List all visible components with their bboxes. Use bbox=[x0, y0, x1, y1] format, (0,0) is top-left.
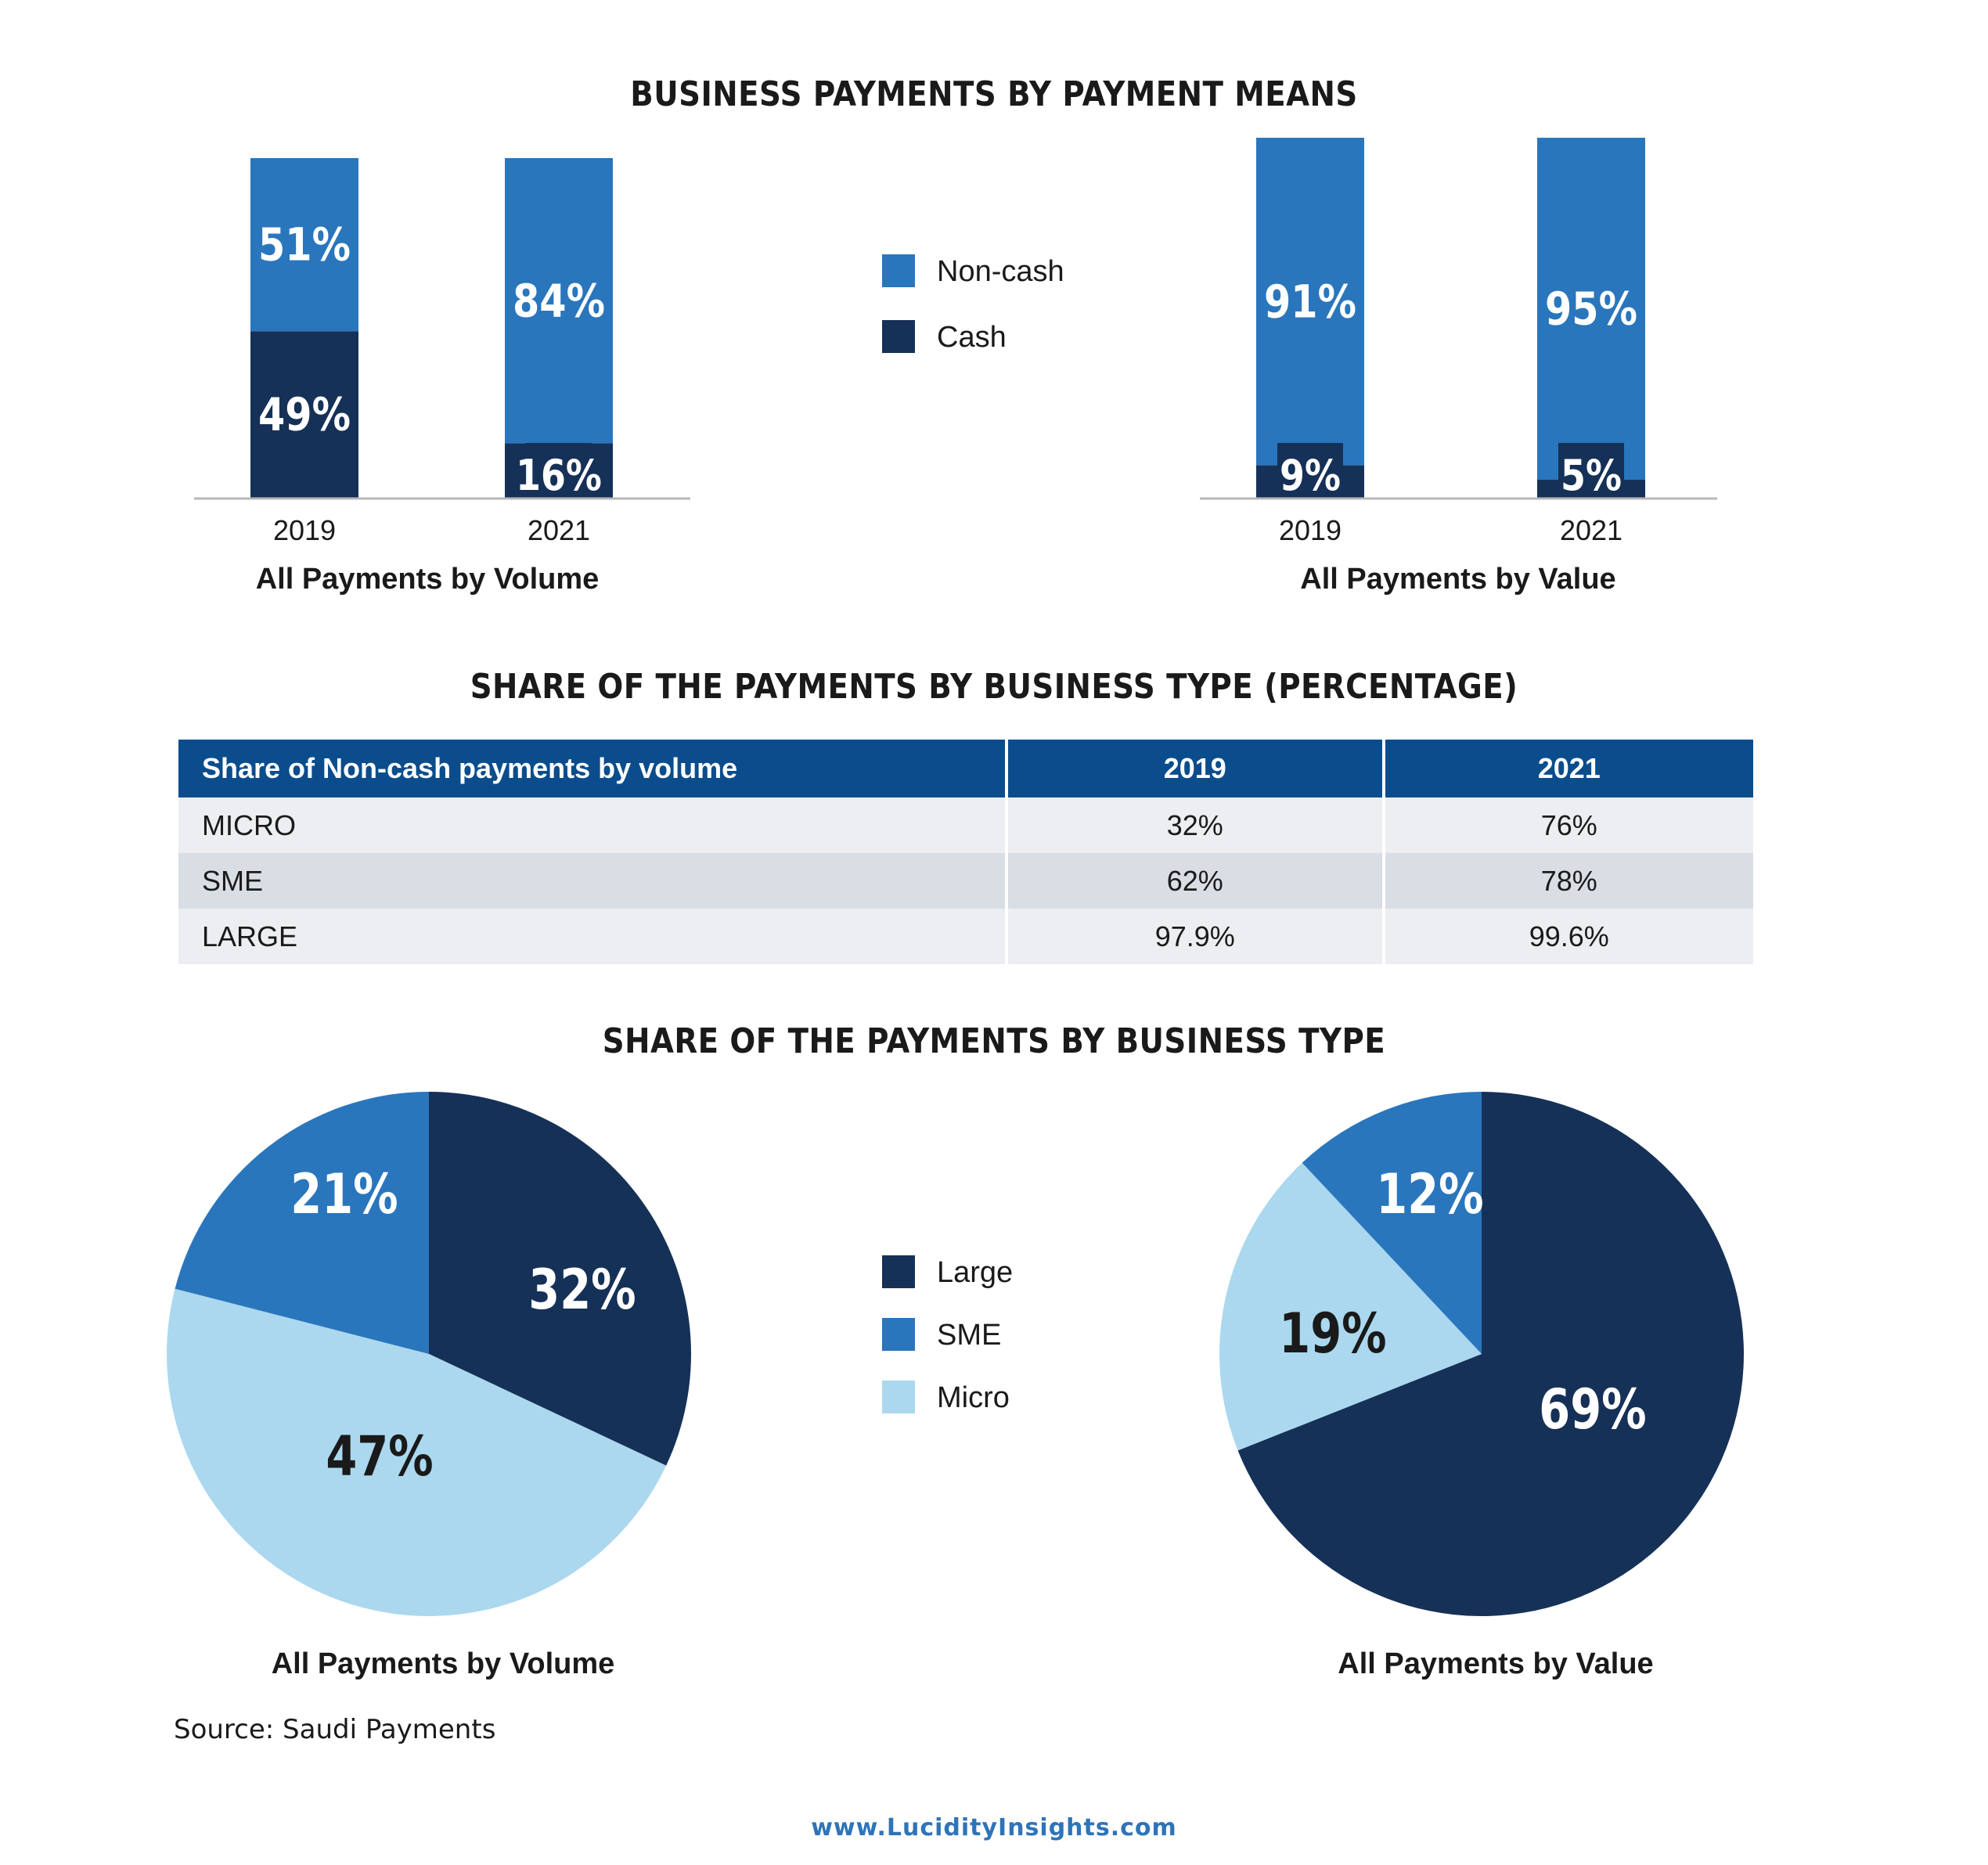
bar-label-tab-2019 bbox=[1277, 443, 1343, 498]
table-cell-2019: 32% bbox=[1007, 797, 1385, 853]
bar-noncash-2019 bbox=[1256, 138, 1364, 466]
table-cell-type: SME bbox=[178, 853, 1008, 909]
pie-slice-sme bbox=[175, 1091, 429, 1354]
x-tick-label-2019: 2019 bbox=[1279, 514, 1342, 546]
bar-chart-caption: All Payments by Value bbox=[1300, 563, 1615, 596]
table-cell-2019: 97.9% bbox=[1007, 909, 1385, 964]
business-type-table: Share of Non-cash payments by volume 201… bbox=[178, 740, 1753, 964]
footer-url[interactable]: www.LucidityInsights.com bbox=[811, 1814, 1177, 1842]
bar-label-noncash-2019: 51% bbox=[258, 218, 351, 272]
table-cell-2021: 99.6% bbox=[1383, 909, 1753, 964]
pie-label-large: 69% bbox=[1539, 1379, 1646, 1442]
table-cell-2021: 78% bbox=[1383, 853, 1753, 909]
pie-slice-micro bbox=[166, 1288, 667, 1617]
table-cell-2021: 76% bbox=[1383, 797, 1753, 853]
x-tick-label-2021: 2021 bbox=[528, 514, 590, 546]
bar-label-tab-2021 bbox=[1558, 443, 1624, 498]
legend-label-non-cash: Non-cash bbox=[937, 255, 1064, 288]
bar-cash-2019 bbox=[250, 331, 358, 498]
pie-label-micro: 19% bbox=[1279, 1303, 1386, 1366]
bar-label-cash-2019: 9% bbox=[1280, 450, 1341, 500]
bar-label-noncash-2021: 84% bbox=[513, 274, 605, 327]
bar-label-noncash-2019: 91% bbox=[1264, 275, 1356, 328]
table-header-label: Share of Non-cash payments by volume bbox=[178, 740, 1008, 797]
bar-label-cash-2021: 16% bbox=[516, 450, 602, 500]
pie-heading: SHARE OF THE PAYMENTS BY BUSINESS TYPE bbox=[602, 1021, 1386, 1061]
table-cell-2019: 62% bbox=[1007, 853, 1385, 909]
table-header-2019: 2019 bbox=[1007, 740, 1385, 797]
table-row: LARGE 97.9% 99.6% bbox=[178, 909, 1753, 964]
bar-label-noncash-2021: 95% bbox=[1545, 283, 1637, 336]
x-tick-label-2021: 2021 bbox=[1560, 514, 1622, 546]
pie-slice-sme bbox=[1302, 1092, 1482, 1354]
legend-label-micro: Micro bbox=[937, 1381, 1010, 1414]
bar-label-cash-2021: 5% bbox=[1561, 450, 1622, 500]
pie-chart-caption: All Payments by Value bbox=[1338, 1647, 1653, 1680]
pie-label-large: 32% bbox=[528, 1259, 636, 1323]
pie-slice-large bbox=[429, 1092, 692, 1466]
table-row: SME 62% 78% bbox=[178, 853, 1753, 909]
legend-swatch-non-cash bbox=[882, 254, 915, 287]
pie-label-sme: 12% bbox=[1376, 1164, 1483, 1227]
pie-label-sme: 21% bbox=[290, 1164, 398, 1227]
pie-slice-micro bbox=[1219, 1162, 1482, 1451]
legend-label-cash: Cash bbox=[937, 321, 1007, 354]
legend-label-sme: SME bbox=[937, 1319, 1001, 1352]
legend-swatch-cash bbox=[882, 320, 915, 353]
pie-chart-caption: All Payments by Volume bbox=[272, 1647, 615, 1680]
table-header-row: Share of Non-cash payments by volume 201… bbox=[178, 740, 1753, 797]
bar-noncash-2021 bbox=[505, 158, 613, 444]
payment-means-heading: BUSINESS PAYMENTS BY PAYMENT MEANS bbox=[630, 74, 1358, 114]
source-note: Source: Saudi Payments bbox=[174, 1714, 496, 1745]
legend-swatch-sme bbox=[882, 1318, 915, 1351]
bar-noncash-2021 bbox=[1537, 138, 1645, 480]
table-cell-type: MICRO bbox=[178, 797, 1008, 853]
table-cell-type: LARGE bbox=[178, 909, 1008, 964]
table-heading: SHARE OF THE PAYMENTS BY BUSINESS TYPE (… bbox=[470, 667, 1518, 707]
legend-swatch-micro bbox=[882, 1381, 915, 1413]
bar-label-tab-2021 bbox=[526, 443, 592, 498]
x-tick-label-2019: 2019 bbox=[273, 514, 336, 546]
table-header-2021: 2021 bbox=[1383, 740, 1753, 797]
legend-swatch-large bbox=[882, 1255, 915, 1288]
pie-label-micro: 47% bbox=[326, 1426, 433, 1489]
pie-slice-large bbox=[1237, 1092, 1744, 1616]
bar-label-cash-2019: 49% bbox=[258, 388, 351, 441]
bar-noncash-2019 bbox=[250, 158, 358, 332]
legend-label-large: Large bbox=[937, 1256, 1013, 1289]
bar-chart-caption: All Payments by Volume bbox=[256, 563, 600, 596]
table-row: MICRO 32% 76% bbox=[178, 797, 1753, 853]
